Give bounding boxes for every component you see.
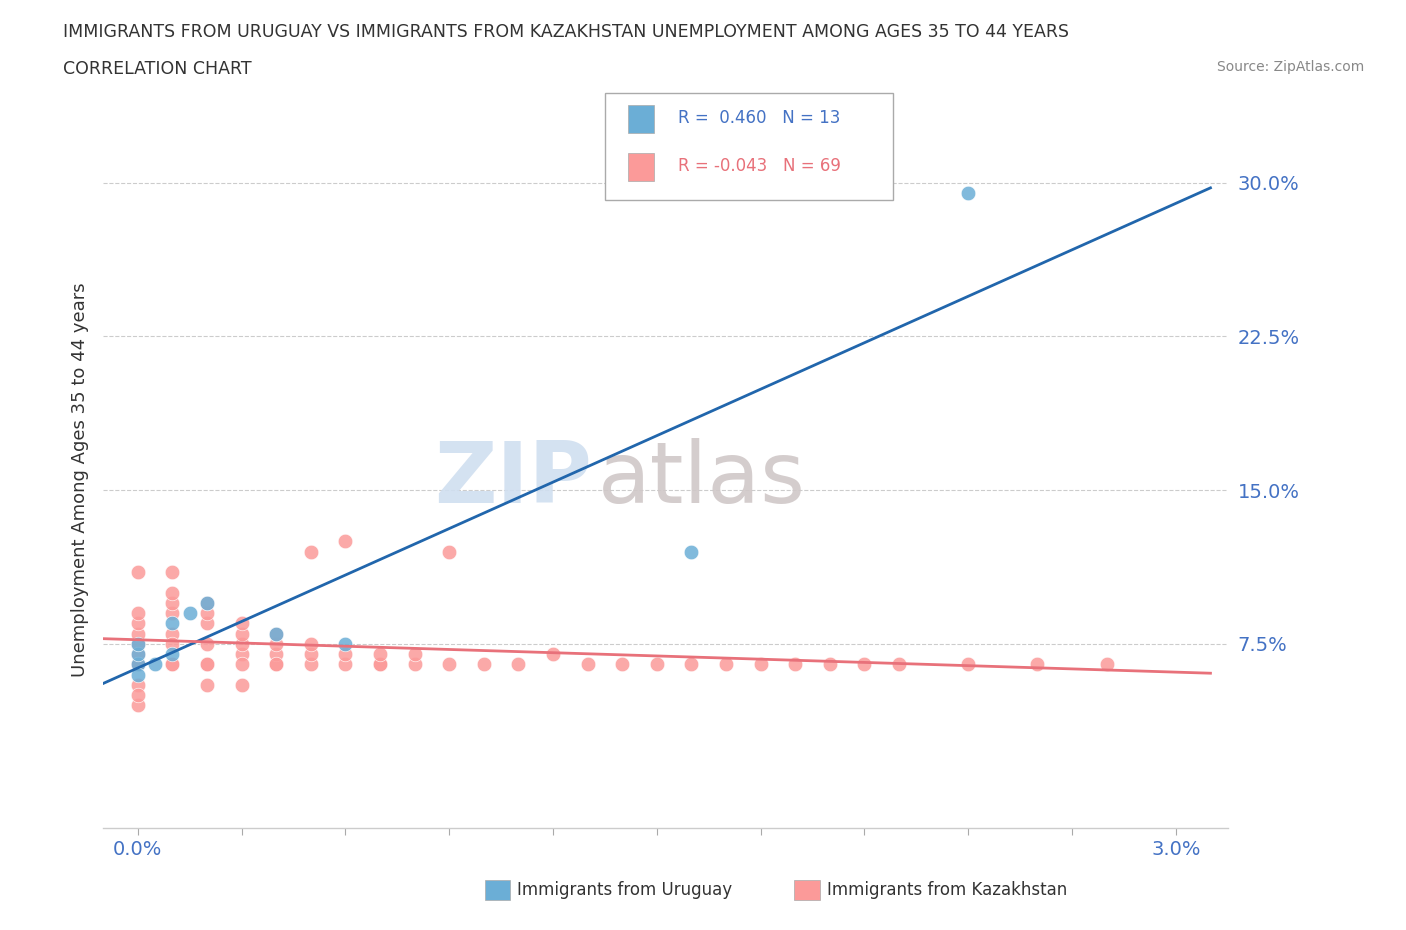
Point (127, 657, 149, 671)
Point (127, 646, 149, 661)
Point (162, 657, 184, 671)
Point (264, 626, 287, 641)
Point (179, 605, 201, 620)
Text: R =  0.460   N = 13: R = 0.460 N = 13 (678, 109, 839, 127)
Point (162, 626, 184, 641)
Point (127, 687, 149, 702)
Point (127, 565, 149, 579)
Point (162, 616, 184, 631)
Point (162, 657, 184, 671)
Point (785, 657, 807, 671)
Text: IMMIGRANTS FROM URUGUAY VS IMMIGRANTS FROM KAZAKHSTAN UNEMPLOYMENT AMONG AGES 35: IMMIGRANTS FROM URUGUAY VS IMMIGRANTS FR… (63, 23, 1070, 41)
Point (472, 657, 495, 671)
Point (195, 657, 218, 671)
Point (195, 605, 218, 620)
Point (231, 616, 253, 631)
Text: CORRELATION CHART: CORRELATION CHART (63, 60, 252, 78)
Point (162, 646, 184, 661)
Point (143, 657, 166, 671)
Point (162, 595, 184, 610)
Point (195, 595, 218, 610)
Text: atlas: atlas (598, 438, 806, 522)
Point (335, 646, 357, 661)
Point (335, 636, 357, 651)
Point (299, 646, 322, 661)
Point (299, 657, 322, 671)
Point (299, 636, 322, 651)
Point (1026, 657, 1049, 671)
Point (195, 636, 218, 651)
Point (231, 626, 253, 641)
Point (127, 636, 149, 651)
Point (299, 544, 322, 559)
Point (368, 657, 391, 671)
Point (231, 636, 253, 651)
Text: R = -0.043   N = 69: R = -0.043 N = 69 (678, 157, 841, 176)
Point (231, 657, 253, 671)
Point (162, 585, 184, 600)
Point (437, 657, 460, 671)
Point (195, 657, 218, 671)
Point (231, 646, 253, 661)
Point (162, 636, 184, 651)
Point (404, 657, 426, 671)
Point (368, 657, 391, 671)
Text: Source: ZipAtlas.com: Source: ZipAtlas.com (1216, 60, 1364, 74)
Point (127, 657, 149, 671)
Text: ZIP: ZIP (434, 438, 592, 522)
Point (681, 544, 703, 559)
Point (195, 616, 218, 631)
Point (957, 657, 980, 671)
Point (437, 544, 460, 559)
Text: Immigrants from Kazakhstan: Immigrants from Kazakhstan (827, 881, 1067, 899)
Point (368, 646, 391, 661)
Point (957, 185, 980, 200)
Point (127, 677, 149, 692)
Point (887, 657, 910, 671)
Point (576, 657, 599, 671)
Point (195, 595, 218, 610)
Point (264, 657, 287, 671)
Point (127, 657, 149, 671)
Point (681, 657, 703, 671)
Point (264, 657, 287, 671)
Point (127, 605, 149, 620)
Point (749, 657, 772, 671)
Point (127, 646, 149, 661)
Point (508, 657, 530, 671)
Point (818, 657, 841, 671)
Y-axis label: Unemployment Among Ages 35 to 44 years: Unemployment Among Ages 35 to 44 years (72, 283, 89, 677)
Point (162, 565, 184, 579)
Point (335, 534, 357, 549)
Point (162, 605, 184, 620)
Point (264, 626, 287, 641)
Point (612, 657, 634, 671)
Point (1095, 657, 1118, 671)
Point (127, 636, 149, 651)
Point (127, 667, 149, 682)
Point (335, 657, 357, 671)
Point (404, 646, 426, 661)
Point (714, 657, 737, 671)
Point (264, 646, 287, 661)
Text: Immigrants from Uruguay: Immigrants from Uruguay (517, 881, 733, 899)
Point (645, 657, 668, 671)
Point (231, 677, 253, 692)
Point (195, 677, 218, 692)
Point (127, 616, 149, 631)
Point (127, 657, 149, 671)
Point (127, 698, 149, 712)
Point (264, 636, 287, 651)
Point (541, 646, 564, 661)
Point (127, 626, 149, 641)
Point (853, 657, 876, 671)
